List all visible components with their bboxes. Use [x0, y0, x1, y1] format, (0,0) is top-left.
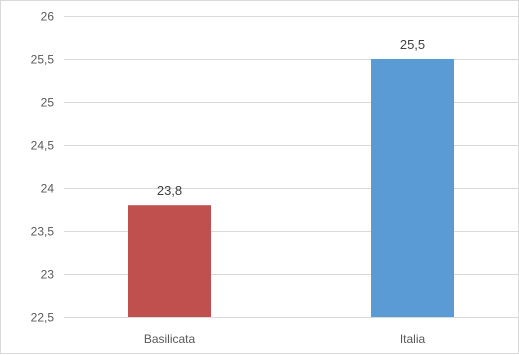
data-label: 25,5 — [400, 37, 425, 52]
y-axis-ticks: 22,5 23 23,5 24 24,5 25 25,5 26 — [31, 10, 55, 325]
y-tick-label: 22,5 — [31, 311, 55, 325]
x-category-label: Italia — [400, 332, 426, 346]
y-tick-label: 24 — [41, 182, 55, 196]
bars — [128, 59, 454, 317]
y-tick-label: 25,5 — [31, 53, 55, 67]
y-tick-label: 24,5 — [31, 139, 55, 153]
y-tick-label: 23,5 — [31, 225, 55, 239]
x-category-label: Basilicata — [144, 332, 196, 346]
y-tick-label: 23 — [41, 268, 55, 282]
y-tick-label: 26 — [41, 10, 55, 24]
bar-italia — [371, 59, 454, 317]
data-labels: 23,8 25,5 — [157, 37, 425, 198]
data-label: 23,8 — [157, 183, 182, 198]
bar-basilicata — [128, 205, 211, 317]
y-tick-label: 25 — [41, 96, 55, 110]
x-axis-categories: Basilicata Italia — [144, 332, 426, 346]
